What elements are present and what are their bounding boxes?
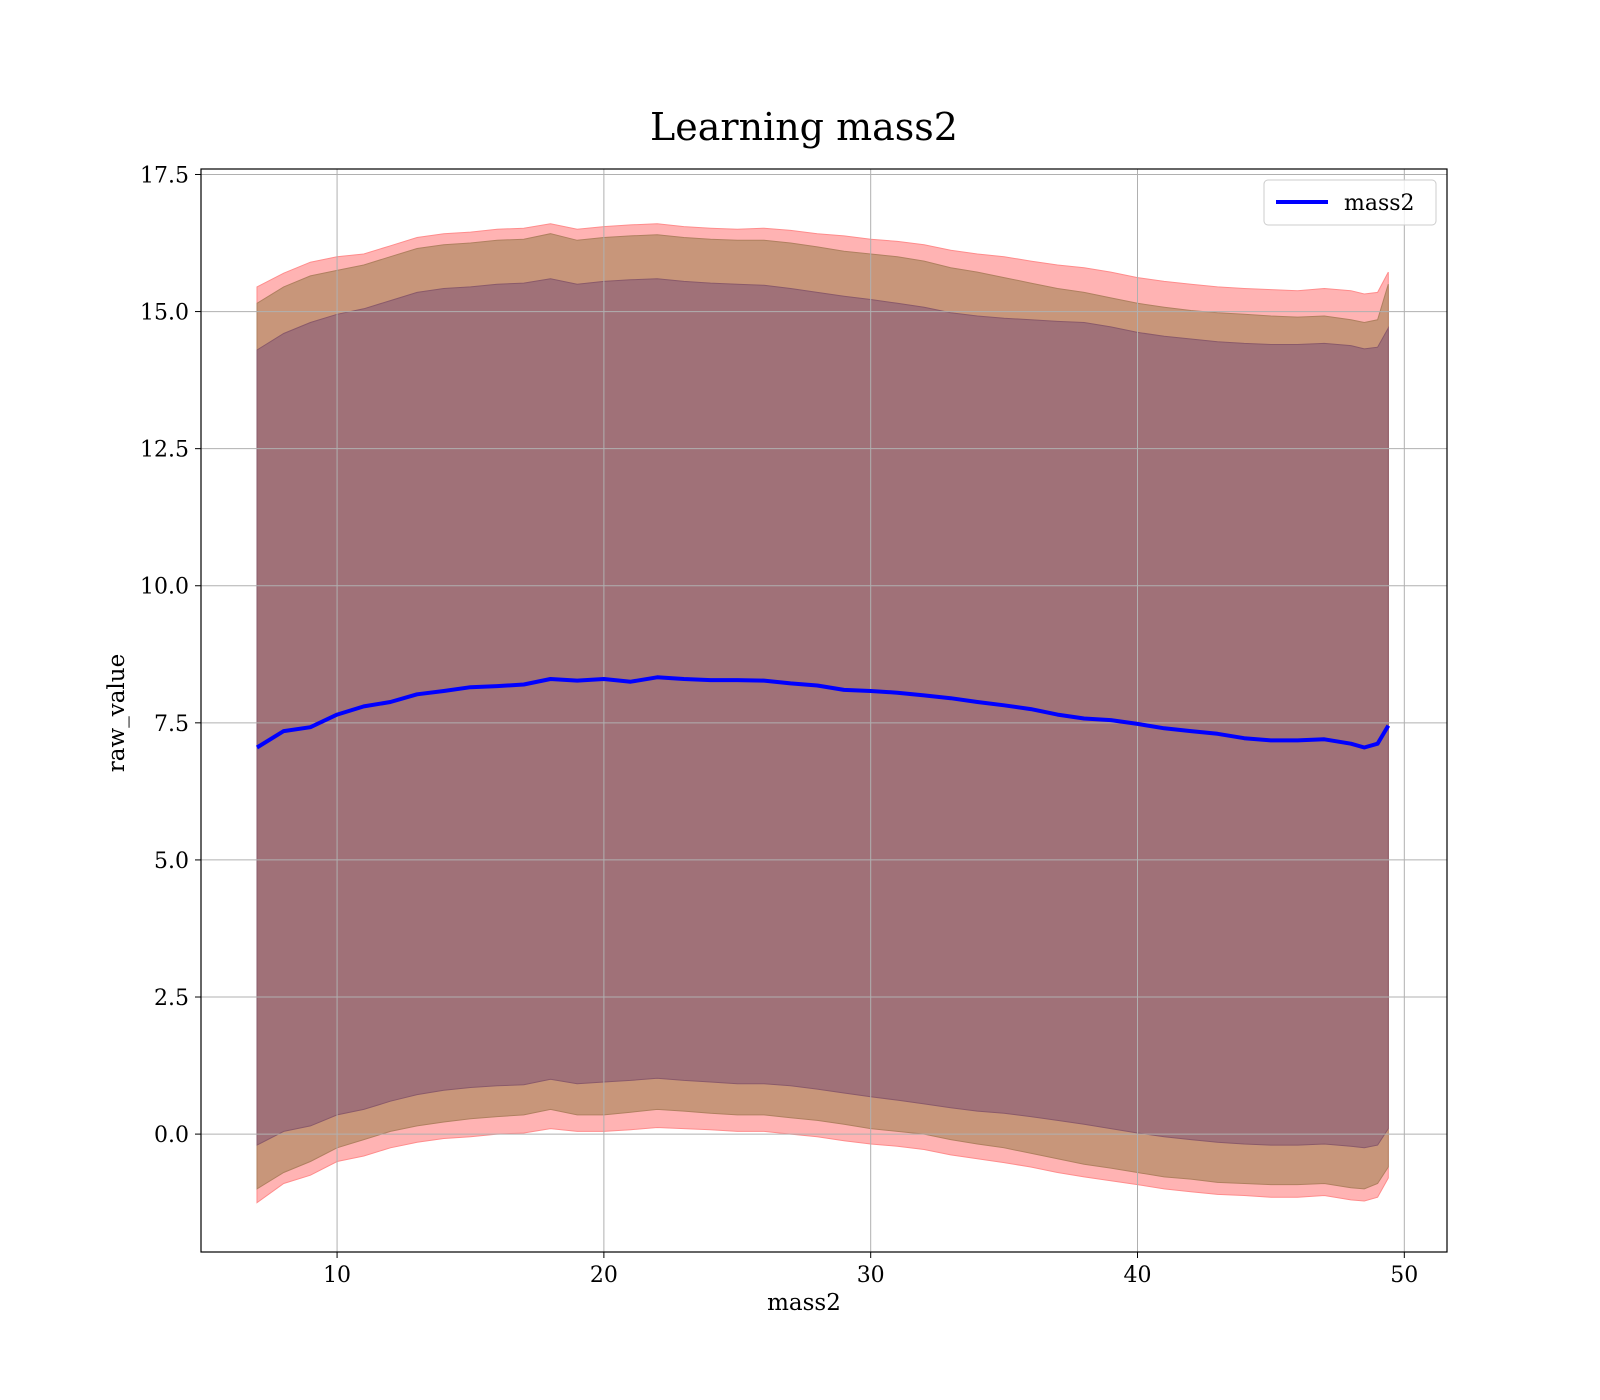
x-tick-label: 50 bbox=[1390, 1263, 1418, 1288]
plot-area: 10 20 30 40 50 0.0 2.5 5.0 7.5 10.0 12.5 15.0 17.5 bbox=[140, 163, 1448, 1288]
y-tick-label: 12.5 bbox=[140, 438, 189, 463]
y-tick-label: 10.0 bbox=[140, 575, 189, 600]
legend-label-mass2: mass2 bbox=[1344, 191, 1415, 216]
y-tick-label: 7.5 bbox=[154, 712, 189, 737]
x-tick-label: 20 bbox=[590, 1263, 618, 1288]
legend-frame bbox=[1263, 179, 1437, 226]
x-axis-label: mass2 bbox=[767, 1290, 841, 1316]
y-axis-label: raw_value bbox=[104, 654, 130, 772]
y-tick-label: 0.0 bbox=[154, 1123, 189, 1148]
x-tick-label: 30 bbox=[857, 1263, 885, 1288]
plot-frame bbox=[200, 168, 1448, 1253]
chart-title: Learning mass2 bbox=[650, 105, 958, 149]
series-line-mass2 bbox=[255, 675, 1391, 750]
x-tick-label: 10 bbox=[323, 1263, 351, 1288]
y-tick-label: 5.0 bbox=[154, 849, 189, 874]
legend: mass2 bbox=[1263, 179, 1437, 226]
y-tick-label: 15.0 bbox=[140, 301, 189, 326]
y-tick-label: 2.5 bbox=[154, 986, 189, 1011]
band-core bbox=[256, 278, 1389, 1149]
x-tick-label: 40 bbox=[1124, 1263, 1152, 1288]
y-tick-label: 17.5 bbox=[140, 163, 189, 188]
